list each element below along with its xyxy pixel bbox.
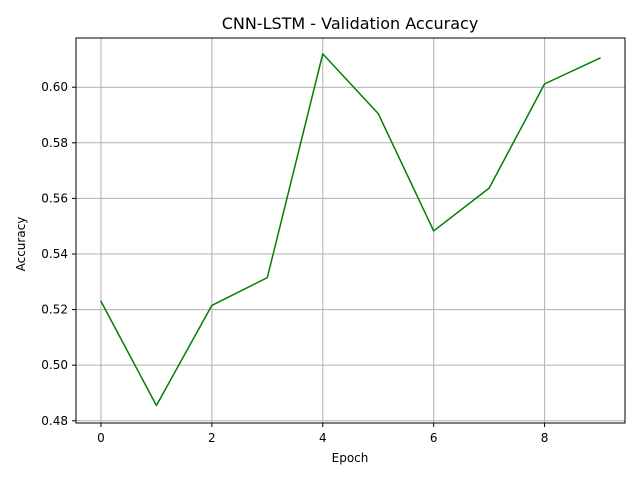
y-tick-label: 0.56 — [41, 191, 68, 205]
tick-layer: 0 2 4 6 8 0.48 0.50 0.52 0.54 0.56 0.58 0.60 — [41, 80, 548, 445]
y-tick-label: 0.60 — [41, 80, 68, 94]
x-tick-label: 0 — [97, 431, 105, 445]
y-tick-label: 0.58 — [41, 136, 68, 150]
x-axis-label: Epoch — [332, 451, 369, 465]
plot-frame — [75, 37, 626, 424]
y-axis-label: Accuracy — [14, 217, 28, 272]
y-tick-label: 0.50 — [41, 358, 68, 372]
y-tick-label: 0.54 — [41, 247, 68, 261]
y-tick-label: 0.48 — [41, 414, 68, 428]
x-tick-label: 8 — [541, 431, 549, 445]
series-layer — [100, 53, 601, 407]
grid-layer — [76, 38, 625, 423]
validation-accuracy-line — [100, 53, 601, 407]
y-tick-label: 0.52 — [41, 303, 68, 317]
x-tick-label: 6 — [430, 431, 438, 445]
chart-title: CNN-LSTM - Validation Accuracy — [222, 14, 479, 33]
x-tick-label: 4 — [319, 431, 327, 445]
x-tick-label: 2 — [208, 431, 216, 445]
